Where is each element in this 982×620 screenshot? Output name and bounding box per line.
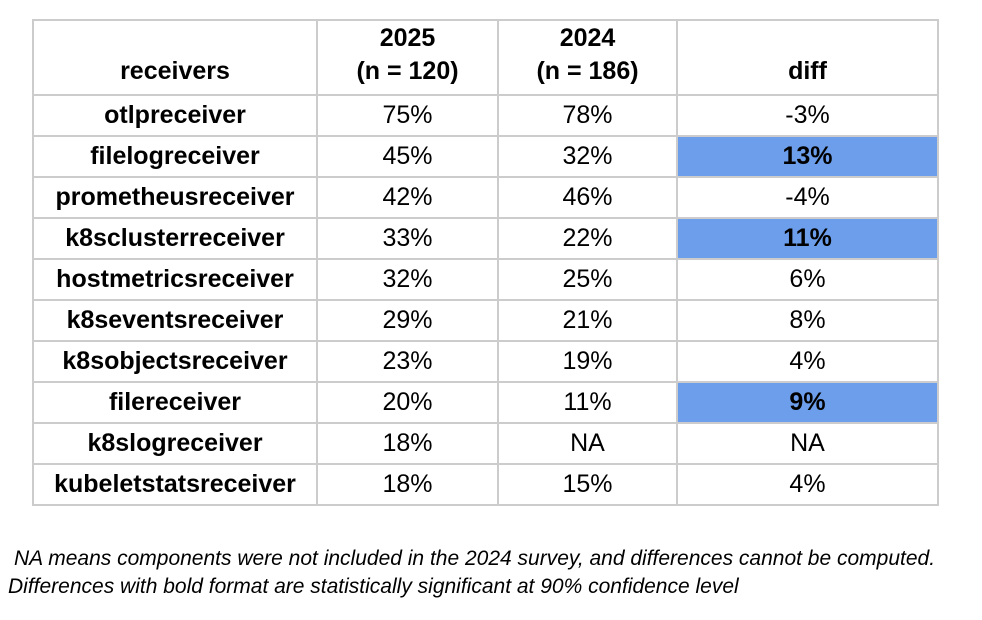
value-2025-cell: 20% — [316, 381, 499, 424]
value-2025-cell: 75% — [316, 94, 499, 137]
footnote-significance: Differences with bold format are statist… — [8, 575, 739, 598]
value-2024-cell: 11% — [497, 381, 678, 424]
value-2024-cell: 22% — [497, 217, 678, 260]
value-2025-cell: 18% — [316, 422, 499, 465]
value-2024-cell: 21% — [497, 299, 678, 342]
receiver-name-cell: prometheusreceiver — [32, 176, 318, 219]
diff-cell: 4% — [676, 340, 939, 383]
column-header-2024-year: 2024 — [559, 24, 616, 52]
diff-cell: NA — [676, 422, 939, 465]
table-row: filelogreceiver 45% 32% 13% — [32, 135, 939, 178]
value-2024-cell: 19% — [497, 340, 678, 383]
diff-cell: 9% — [676, 381, 939, 424]
receiver-name-cell: k8sclusterreceiver — [32, 217, 318, 260]
column-header-receivers: receivers — [32, 19, 318, 96]
column-header-receivers-label: receivers — [120, 57, 230, 85]
value-2025-cell: 18% — [316, 463, 499, 506]
column-header-diff-label: diff — [788, 57, 827, 85]
receiver-name-cell: filereceiver — [32, 381, 318, 424]
receivers-survey-table: receivers 2025 (n = 120) 2024 (n = 186) … — [32, 19, 939, 506]
column-header-2024-n: (n = 186) — [536, 57, 639, 85]
diff-cell: 8% — [676, 299, 939, 342]
column-header-2025-n: (n = 120) — [356, 57, 459, 85]
footnote-na-explanation: NA means components were not included in… — [14, 547, 936, 570]
receiver-name-cell: filelogreceiver — [32, 135, 318, 178]
header-row: receivers 2025 (n = 120) 2024 (n = 186) … — [32, 19, 939, 96]
receiver-name-cell: kubeletstatsreceiver — [32, 463, 318, 506]
receiver-name-cell: k8slogreceiver — [32, 422, 318, 465]
value-2024-cell: 25% — [497, 258, 678, 301]
table-row: filereceiver 20% 11% 9% — [32, 381, 939, 424]
table-row: k8sclusterreceiver 33% 22% 11% — [32, 217, 939, 260]
table-row: kubeletstatsreceiver 18% 15% 4% — [32, 463, 939, 506]
diff-cell: 6% — [676, 258, 939, 301]
footnotes: NA means components were not included in… — [8, 545, 978, 601]
value-2024-cell: 78% — [497, 94, 678, 137]
table-row: otlpreceiver 75% 78% -3% — [32, 94, 939, 137]
diff-cell: -3% — [676, 94, 939, 137]
value-2025-cell: 45% — [316, 135, 499, 178]
column-header-2025: 2025 (n = 120) — [316, 19, 499, 96]
value-2024-cell: 46% — [497, 176, 678, 219]
column-header-2025-year: 2025 — [379, 24, 436, 52]
diff-cell: 11% — [676, 217, 939, 260]
table-row: k8sobjectsreceiver 23% 19% 4% — [32, 340, 939, 383]
receiver-name-cell: k8sobjectsreceiver — [32, 340, 318, 383]
value-2025-cell: 29% — [316, 299, 499, 342]
table-row: hostmetricsreceiver 32% 25% 6% — [32, 258, 939, 301]
diff-cell: 4% — [676, 463, 939, 506]
diff-cell: 13% — [676, 135, 939, 178]
value-2024-cell: 15% — [497, 463, 678, 506]
table-row: prometheusreceiver 42% 46% -4% — [32, 176, 939, 219]
value-2024-cell: 32% — [497, 135, 678, 178]
value-2024-cell: NA — [497, 422, 678, 465]
receiver-name-cell: otlpreceiver — [32, 94, 318, 137]
value-2025-cell: 23% — [316, 340, 499, 383]
table-row: k8seventsreceiver 29% 21% 8% — [32, 299, 939, 342]
column-header-diff: diff — [676, 19, 939, 96]
diff-cell: -4% — [676, 176, 939, 219]
receiver-name-cell: hostmetricsreceiver — [32, 258, 318, 301]
receiver-name-cell: k8seventsreceiver — [32, 299, 318, 342]
column-header-2024: 2024 (n = 186) — [497, 19, 678, 96]
value-2025-cell: 32% — [316, 258, 499, 301]
table-row: k8slogreceiver 18% NA NA — [32, 422, 939, 465]
value-2025-cell: 33% — [316, 217, 499, 260]
value-2025-cell: 42% — [316, 176, 499, 219]
